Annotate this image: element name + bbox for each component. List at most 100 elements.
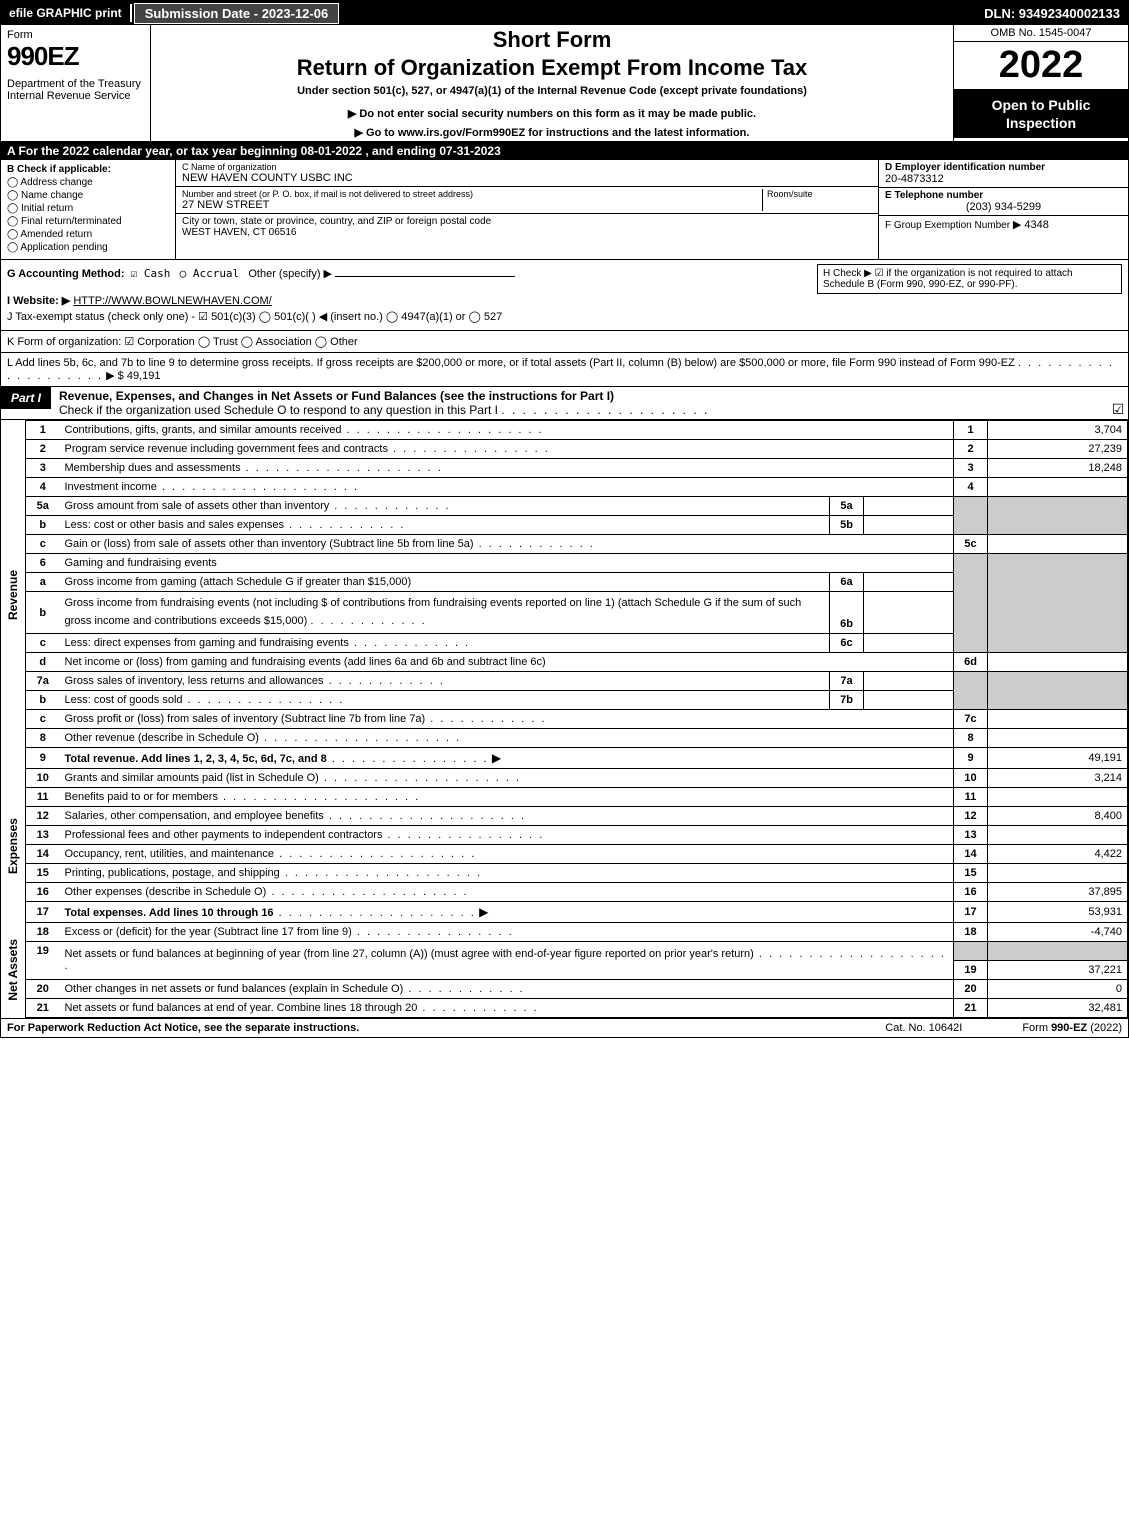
org-city: WEST HAVEN, CT 06516: [182, 227, 872, 238]
desc-17: Total expenses. Add lines 10 through 16: [65, 907, 274, 919]
row-k: K Form of organization: ☑ Corporation ◯ …: [1, 331, 1128, 353]
desc-15: Printing, publications, postage, and shi…: [65, 867, 280, 879]
num-1: 1: [954, 421, 988, 440]
num-20: 20: [954, 979, 988, 998]
org-name: NEW HAVEN COUNTY USBC INC: [182, 172, 872, 184]
room-label: Room/suite: [767, 189, 872, 199]
g-cash[interactable]: ☑ Cash: [131, 267, 171, 280]
desc-6b-1: Gross income from fundraising events (no…: [65, 597, 328, 609]
chk-final-return[interactable]: ◯ Final return/terminated: [7, 216, 169, 227]
desc-7b: Less: cost of goods sold: [65, 694, 183, 706]
num-16: 16: [954, 883, 988, 902]
goto-link[interactable]: ▶ Go to www.irs.gov/Form990EZ for instru…: [157, 126, 947, 139]
ln-16: 16: [26, 883, 60, 902]
desc-3: Membership dues and assessments: [65, 462, 241, 474]
part-i-checkbox[interactable]: ☑: [1108, 387, 1128, 418]
num-21: 21: [954, 998, 988, 1017]
subval-7a: [864, 672, 954, 691]
amt-18: -4,740: [988, 923, 1128, 942]
subval-7b: [864, 691, 954, 710]
chk-initial-return[interactable]: ◯ Initial return: [7, 203, 169, 214]
ln-6c: c: [26, 634, 60, 653]
tax-year: 2022: [954, 42, 1128, 90]
ln-12: 12: [26, 807, 60, 826]
row-l: L Add lines 5b, 6c, and 7b to line 9 to …: [1, 353, 1128, 386]
efile-label[interactable]: efile GRAPHIC print: [1, 4, 132, 22]
num-12: 12: [954, 807, 988, 826]
ssn-warning: ▶ Do not enter social security numbers o…: [157, 107, 947, 120]
goto-text: ▶ Go to www.irs.gov/Form990EZ for instru…: [355, 127, 750, 139]
grey-5b: [954, 516, 988, 535]
ln-9: 9: [26, 748, 60, 769]
amt-20: 0: [988, 979, 1128, 998]
block-b-through-f: B Check if applicable: ◯ Address change …: [1, 160, 1128, 260]
g-other-blank[interactable]: [335, 276, 515, 277]
ln-5b: b: [26, 516, 60, 535]
subval-6c: [864, 634, 954, 653]
ln-2: 2: [26, 440, 60, 459]
sub-7a: 7a: [830, 672, 864, 691]
form-label: Form: [7, 29, 144, 41]
header-center: Short Form Return of Organization Exempt…: [151, 25, 953, 141]
desc-13: Professional fees and other payments to …: [65, 829, 383, 841]
chk-address-change[interactable]: ◯ Address change: [7, 177, 169, 188]
desc-6d: Net income or (loss) from gaming and fun…: [65, 656, 546, 668]
desc-6c: Less: direct expenses from gaming and fu…: [65, 637, 349, 649]
desc-6a: Gross income from gaming (attach Schedul…: [65, 576, 412, 588]
return-title: Return of Organization Exempt From Incom…: [157, 55, 947, 81]
g-accrual[interactable]: ◯ Accrual: [180, 267, 240, 280]
desc-7c: Gross profit or (loss) from sales of inv…: [65, 713, 426, 725]
desc-7a: Gross sales of inventory, less returns a…: [65, 675, 324, 687]
ln-3: 3: [26, 459, 60, 478]
k-text: K Form of organization: ☑ Corporation ◯ …: [7, 336, 358, 348]
header-left: Form 990EZ Department of the Treasury In…: [1, 25, 151, 141]
footer-left: For Paperwork Reduction Act Notice, see …: [7, 1022, 359, 1034]
arrow-9: [489, 753, 502, 765]
desc-19: Net assets or fund balances at beginning…: [65, 948, 754, 960]
num-3: 3: [954, 459, 988, 478]
num-9: 9: [954, 748, 988, 769]
amt-12: 8,400: [988, 807, 1128, 826]
desc-21: Net assets or fund balances at end of ye…: [65, 1002, 418, 1014]
c-city-label: City or town, state or province, country…: [182, 216, 872, 227]
i-label: I Website: ▶: [7, 295, 70, 307]
sidebar-net-assets: Net Assets: [6, 939, 20, 1001]
amt-11: [988, 788, 1128, 807]
sub-6a: 6a: [830, 573, 864, 592]
desc-5c: Gain or (loss) from sale of assets other…: [65, 538, 474, 550]
num-6d: 6d: [954, 653, 988, 672]
num-15: 15: [954, 864, 988, 883]
g-label: G Accounting Method:: [7, 268, 125, 280]
arrow-17: [476, 907, 489, 919]
chk-application-pending[interactable]: ◯ Application pending: [7, 242, 169, 253]
desc-20: Other changes in net assets or fund bala…: [65, 983, 404, 995]
desc-1: Contributions, gifts, grants, and simila…: [65, 424, 342, 436]
desc-4: Investment income: [65, 481, 157, 493]
part-i-table: Revenue 1 Contributions, gifts, grants, …: [1, 420, 1128, 1018]
row-j: J Tax-exempt status (check only one) - ☑…: [7, 310, 1122, 323]
form-number: 990EZ: [7, 41, 144, 72]
top-bar: efile GRAPHIC print Submission Date - 20…: [1, 1, 1128, 25]
desc-6: Gaming and fundraising events: [65, 557, 217, 569]
sub-6c: 6c: [830, 634, 864, 653]
website-link[interactable]: HTTP://WWW.BOWLNEWHAVEN.COM/: [73, 295, 271, 307]
num-10: 10: [954, 769, 988, 788]
footer-form-ref: Form 990-EZ (2022): [1022, 1022, 1122, 1034]
chk-amended-return[interactable]: ◯ Amended return: [7, 229, 169, 240]
amt-5c: [988, 535, 1128, 554]
under-section: Under section 501(c), 527, or 4947(a)(1)…: [157, 85, 947, 97]
part-i-tag: Part I: [1, 387, 51, 409]
desc-18: Excess or (deficit) for the year (Subtra…: [65, 926, 352, 938]
amt-9: 49,191: [988, 748, 1128, 769]
ln-17: 17: [26, 902, 60, 923]
e-tel-label: E Telephone number: [885, 190, 1122, 201]
ln-13: 13: [26, 826, 60, 845]
h-schedule-b-box: H Check ▶ ☑ if the organization is not r…: [817, 264, 1122, 294]
chk-name-change[interactable]: ◯ Name change: [7, 190, 169, 201]
num-18: 18: [954, 923, 988, 942]
amt-7c: [988, 710, 1128, 729]
subval-6a: [864, 573, 954, 592]
amt-16: 37,895: [988, 883, 1128, 902]
desc-10: Grants and similar amounts paid (list in…: [65, 772, 319, 784]
num-4: 4: [954, 478, 988, 497]
